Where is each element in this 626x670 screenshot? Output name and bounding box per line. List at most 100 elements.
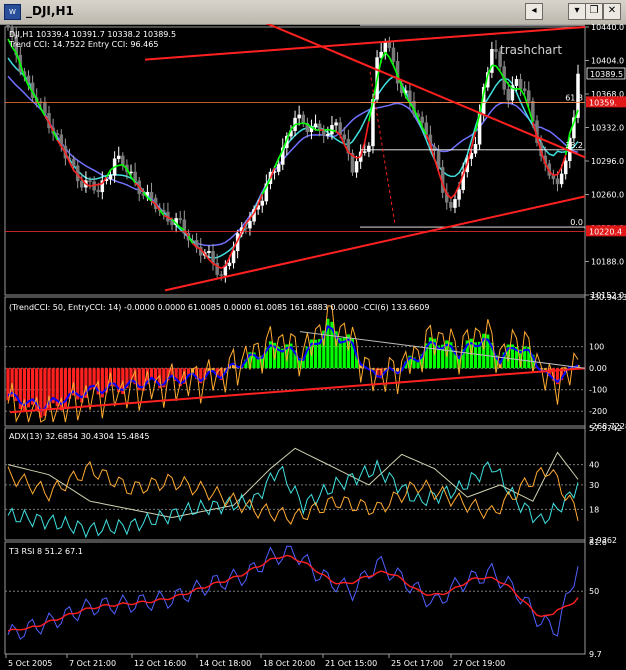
- chart-window-icon: W: [4, 4, 21, 20]
- candle-body: [170, 221, 174, 225]
- candle-body: [436, 150, 441, 168]
- trend-cci-segment: [142, 191, 149, 199]
- price-axis-label: 10332.0: [591, 124, 624, 133]
- cci-histogram-bar: [47, 368, 51, 408]
- window-menu-button[interactable]: ▾: [568, 3, 586, 20]
- trend-cci-segment: [458, 174, 464, 186]
- cci-histogram-bar: [35, 368, 39, 411]
- trend-cci-segment: [470, 131, 477, 149]
- close-button[interactable]: ✕: [603, 3, 621, 20]
- red-price-label: 10359.: [589, 98, 617, 107]
- cci-histogram-bar: [174, 368, 178, 382]
- candle-body: [559, 173, 564, 185]
- pane-frame-main: [4, 26, 586, 296]
- trend-cci-segment: [392, 65, 399, 76]
- trend-cci-segment: [339, 134, 345, 145]
- trend-cci-segment: [19, 63, 26, 77]
- window-title: _DJI,H1: [26, 4, 74, 18]
- trend-cci-segment: [228, 247, 235, 258]
- candle-body: [108, 175, 113, 180]
- cci-histogram-bar: [186, 368, 191, 377]
- cci-histogram-bar: [31, 368, 35, 405]
- cci-histogram-bar: [182, 368, 186, 384]
- time-axis-label: 27 Oct 19:00: [453, 659, 505, 668]
- cci-histogram-bar: [178, 368, 182, 387]
- chart-canvas[interactable]: 100.061.838.20.010440.010404.010368.0103…: [0, 24, 626, 670]
- cci-histogram-bar: [207, 368, 211, 373]
- adx-axis-label: 2.9362: [589, 536, 617, 545]
- cci-histogram-bar: [338, 338, 342, 369]
- current-price-box: [586, 67, 626, 80]
- trend-cci-segment: [556, 166, 563, 175]
- candle-body: [379, 51, 383, 58]
- trend-cci-segment: [23, 76, 30, 87]
- trend-cci-segment: [429, 144, 436, 159]
- cci-histogram-bar: [506, 344, 510, 369]
- candle-body: [219, 274, 223, 276]
- time-axis-label: 18 Oct 20:00: [263, 659, 315, 668]
- cci-histogram-bar: [199, 368, 203, 384]
- cci-histogram-bar: [293, 350, 297, 369]
- trend-cci-segment: [327, 128, 333, 132]
- cci-histogram-bar: [129, 368, 133, 383]
- pane-frame-adx: [4, 427, 586, 541]
- trend-cci-segment: [282, 139, 288, 151]
- trend-cci-segment: [200, 248, 206, 255]
- trend-cci-segment: [454, 185, 460, 195]
- cci-axis-label: 330.9433: [589, 293, 626, 302]
- cci-histogram-bar: [211, 368, 215, 372]
- candle-body: [383, 42, 388, 53]
- candle-body: [116, 155, 121, 159]
- candle-body: [317, 123, 322, 131]
- cci-histogram-bar: [461, 349, 465, 369]
- cci-histogram-bar: [219, 368, 223, 381]
- trend-cci-segment: [89, 184, 95, 188]
- candle-body: [473, 144, 478, 154]
- restore-button[interactable]: ❐: [585, 3, 603, 20]
- candle-body: [264, 183, 269, 202]
- cci-histogram-bar: [195, 368, 199, 380]
- cci-histogram-bar: [145, 368, 150, 385]
- cci-histogram-bar: [473, 342, 478, 369]
- cci-histogram-bar: [277, 346, 281, 369]
- candle-body: [260, 200, 264, 206]
- cci-histogram-bar: [555, 368, 560, 385]
- trend-cci-segment: [97, 182, 103, 186]
- time-axis-label: 5 Oct 2005: [8, 659, 52, 668]
- trend-cci-segment: [462, 163, 469, 175]
- candle-body: [420, 116, 424, 123]
- trend-cci-segment: [368, 101, 374, 122]
- candle-body: [149, 191, 154, 199]
- trend-cci-segment: [286, 129, 292, 140]
- candle-body: [276, 164, 281, 172]
- trend-cci-segment: [409, 102, 415, 110]
- cci-histogram-bar: [383, 368, 387, 373]
- trend-cci-segment: [425, 134, 432, 145]
- trend-cci-segment: [303, 122, 308, 125]
- cci-histogram-bar: [420, 354, 424, 369]
- candle-body: [498, 51, 502, 67]
- cci-histogram-bar: [543, 368, 547, 372]
- minus-di-line: [7, 460, 579, 525]
- trend-cci-segment: [253, 203, 259, 214]
- trend-cci-segment: [146, 196, 153, 202]
- descending-trendline: [265, 24, 586, 159]
- cci-axis-label: -268.7228: [589, 422, 626, 431]
- scroll-left-button[interactable]: ◂: [525, 3, 543, 20]
- cci-histogram-bar: [510, 344, 514, 369]
- rsi-line: [7, 545, 579, 641]
- trend-cci-segment: [151, 200, 157, 205]
- candle-body: [432, 146, 437, 152]
- cci-histogram-bar: [379, 368, 383, 379]
- cci-histogram-bar: [80, 368, 84, 403]
- time-axis-label: 25 Oct 17:00: [391, 659, 443, 668]
- ma-fast-line: [7, 57, 579, 259]
- candle-body: [43, 101, 47, 114]
- trend-cci-segment: [179, 226, 185, 232]
- candle-body: [342, 134, 347, 140]
- trend-cci-segment: [110, 166, 116, 171]
- cci-histogram-bar: [412, 357, 416, 369]
- trend-cci-segment: [306, 123, 312, 128]
- trend-cci-segment: [441, 183, 448, 195]
- cci-histogram-bar: [137, 368, 141, 391]
